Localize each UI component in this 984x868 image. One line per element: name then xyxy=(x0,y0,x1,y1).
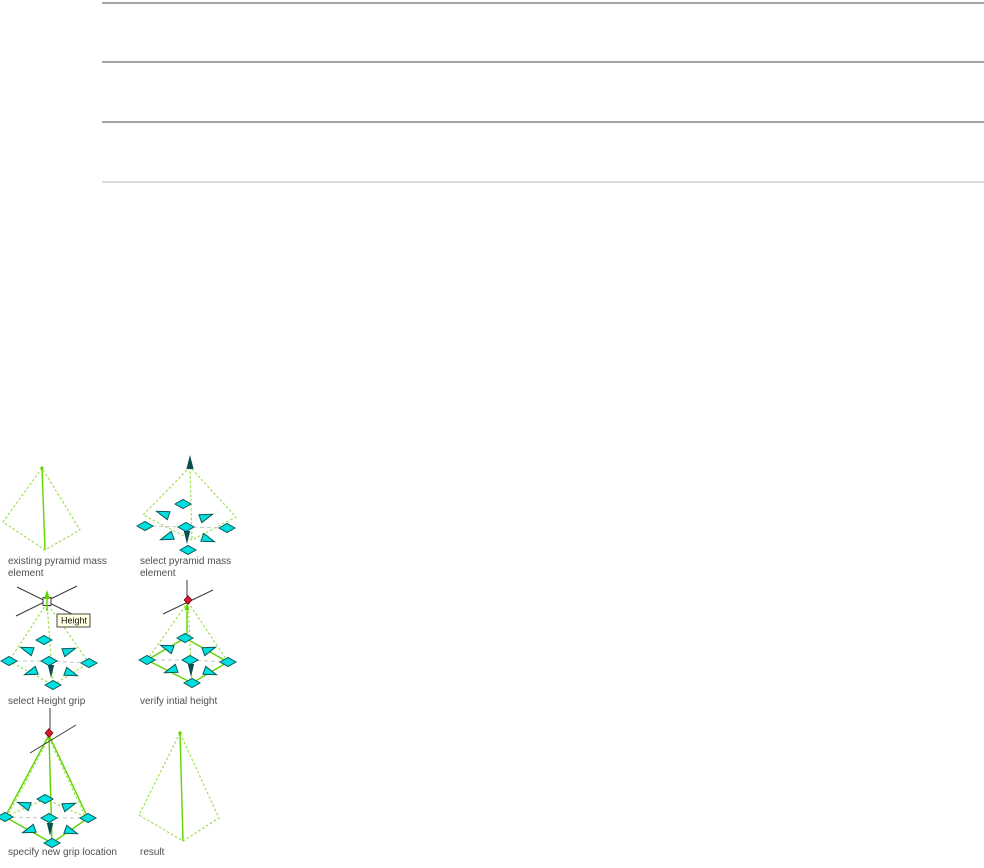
pyramid-outline xyxy=(4,737,89,841)
edge-arrow-grip-icon xyxy=(20,823,37,838)
crosshair-cursor-icon xyxy=(29,724,77,754)
corner-grip-icon xyxy=(179,545,197,555)
pyramid-outline xyxy=(138,731,220,842)
apex-point xyxy=(178,731,182,735)
edge-arrow-grip-icon xyxy=(200,532,217,547)
edge-arrow-grip-icon xyxy=(22,665,39,680)
center-grip-icon xyxy=(40,813,58,823)
figure-result-pyramid-image xyxy=(138,731,220,842)
pyramid-front-edge xyxy=(179,732,184,842)
figure-caption: verify intial height xyxy=(140,696,218,707)
down-arrow-grip-icon xyxy=(183,531,191,544)
figure-caption: existing pyramid mass element xyxy=(8,556,107,579)
tooltip-label: Height xyxy=(61,616,88,626)
table-row xyxy=(102,4,984,61)
table-row xyxy=(102,124,984,181)
selected-grip-icon xyxy=(44,728,54,738)
figure-select-height-grip-image: Height xyxy=(0,585,98,690)
down-arrow-grip-icon xyxy=(47,665,55,678)
table-row-divider xyxy=(102,181,984,183)
height-midpoint-grip-icon xyxy=(174,499,192,509)
pyramid-front-edge xyxy=(41,467,46,551)
edge-arrow-grip-icon xyxy=(202,665,219,680)
center-grip-icon xyxy=(181,655,199,665)
edge-arrow-grip-icon xyxy=(158,530,175,545)
corner-grip-icon xyxy=(80,658,98,668)
down-arrow-grip-icon xyxy=(187,664,195,677)
height-grip-arrowhead-icon xyxy=(44,590,50,599)
edge-arrow-grip-icon xyxy=(61,643,78,658)
grip-tooltip: Height xyxy=(56,613,91,628)
center-grip-icon xyxy=(40,656,58,666)
figure-verify-height-image xyxy=(138,580,237,688)
apex-point xyxy=(40,466,44,470)
figure-caption: specify new grip location xyxy=(8,847,117,858)
table-row xyxy=(102,64,984,121)
apex-arrow-grip-icon xyxy=(186,455,194,469)
corner-grip-icon xyxy=(218,523,236,533)
table-row-divider xyxy=(102,121,984,123)
edge-arrow-grip-icon xyxy=(63,824,80,839)
pyramid-outline xyxy=(146,601,229,684)
figure-specify-grip-image xyxy=(0,708,97,848)
tooltip-box xyxy=(56,613,91,628)
preview-edges xyxy=(4,733,89,844)
pyramid-outline xyxy=(142,466,237,541)
edge-arrow-grip-icon xyxy=(18,642,35,657)
figure-existing-pyramid-image xyxy=(2,466,81,551)
figure-caption: select Height grip xyxy=(8,696,86,707)
edge-arrow-grip-icon xyxy=(198,509,215,524)
table-row-divider xyxy=(102,2,984,4)
figure-select-pyramid-image xyxy=(136,455,237,555)
pyramid-outline xyxy=(8,601,90,686)
table-row-divider xyxy=(102,61,984,63)
height-grip-arrowhead-icon xyxy=(184,603,190,610)
figure-caption: result xyxy=(140,847,165,858)
edge-arrow-grip-icon xyxy=(61,798,78,813)
pyramid-outline xyxy=(2,466,81,551)
corner-grip-icon xyxy=(136,521,154,531)
figure-caption: select pyramid mass element xyxy=(140,556,232,579)
edge-arrow-grip-icon xyxy=(63,666,80,681)
edge-arrow-grip-icon xyxy=(154,506,171,521)
